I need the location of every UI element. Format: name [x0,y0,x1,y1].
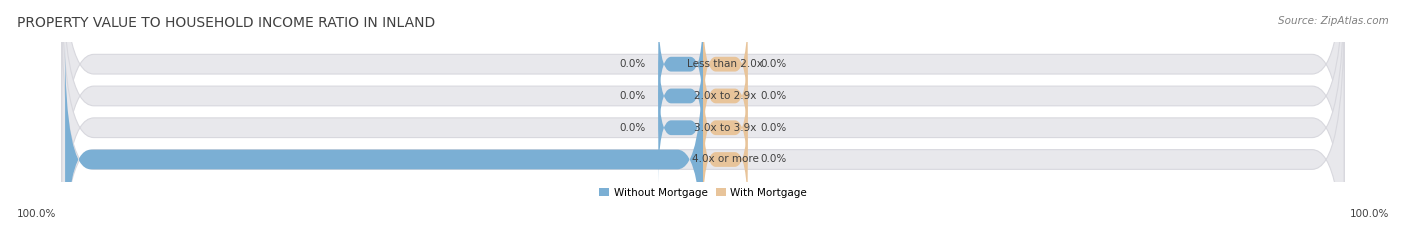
FancyBboxPatch shape [65,42,703,233]
Text: 0.0%: 0.0% [619,91,645,101]
Text: 100.0%: 100.0% [17,209,56,219]
Text: 0.0%: 0.0% [761,123,787,133]
Text: Source: ZipAtlas.com: Source: ZipAtlas.com [1278,16,1389,26]
Text: 0.0%: 0.0% [619,59,645,69]
Legend: Without Mortgage, With Mortgage: Without Mortgage, With Mortgage [595,183,811,202]
Text: Less than 2.0x: Less than 2.0x [688,59,763,69]
FancyBboxPatch shape [658,8,703,120]
Text: 0.0%: 0.0% [761,59,787,69]
Text: 2.0x to 2.9x: 2.0x to 2.9x [695,91,756,101]
FancyBboxPatch shape [703,103,748,216]
FancyBboxPatch shape [658,72,703,184]
FancyBboxPatch shape [62,10,1344,233]
FancyBboxPatch shape [62,0,1344,213]
FancyBboxPatch shape [703,40,748,152]
FancyBboxPatch shape [703,8,748,120]
Text: PROPERTY VALUE TO HOUSEHOLD INCOME RATIO IN INLAND: PROPERTY VALUE TO HOUSEHOLD INCOME RATIO… [17,16,434,30]
FancyBboxPatch shape [703,72,748,184]
FancyBboxPatch shape [62,0,1344,233]
FancyBboxPatch shape [62,0,1344,233]
Text: 4.0x or more: 4.0x or more [692,154,759,164]
Text: 100.0%: 100.0% [1350,209,1389,219]
Text: 0.0%: 0.0% [761,154,787,164]
Text: 100.0%: 100.0% [8,154,52,164]
Text: 3.0x to 3.9x: 3.0x to 3.9x [695,123,756,133]
Text: 0.0%: 0.0% [761,91,787,101]
Text: 0.0%: 0.0% [619,123,645,133]
FancyBboxPatch shape [658,40,703,152]
